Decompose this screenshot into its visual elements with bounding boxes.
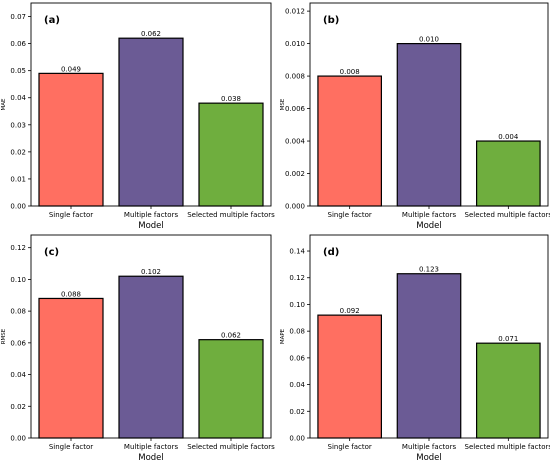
bar-multiple-factors — [118, 275, 184, 439]
y-axis-label: MAE — [1, 98, 7, 111]
panel-label: (a) — [44, 15, 60, 26]
axes-frame — [30, 2, 272, 207]
y-tick-label: 0.10 — [10, 276, 26, 284]
y-tick-label: 0.06 — [289, 354, 305, 362]
data-label: 0.038 — [221, 95, 241, 103]
bar-selected-multiple-factors — [198, 339, 264, 439]
axes-frame — [30, 234, 272, 439]
y-tick-label: 0.02 — [10, 148, 26, 156]
x-tick-label: Single factor — [328, 211, 372, 219]
bar-selected-multiple-factors — [476, 140, 541, 207]
panel-label: (b) — [323, 15, 339, 26]
bar-multiple-factors — [396, 273, 462, 439]
data-label: 0.049 — [61, 65, 81, 73]
data-label: 0.088 — [61, 290, 81, 298]
y-tick-label: 0.03 — [10, 121, 26, 129]
x-tick-label: Selected multiple factors — [465, 211, 550, 219]
x-tick-label: Selected multiple factors — [465, 443, 550, 451]
y-axis-label: MSE — [280, 98, 286, 110]
bar-single-factor — [317, 75, 382, 207]
y-tick-label: 0.07 — [10, 13, 26, 21]
chart-panel-3: 0.088 Single factor 0.102 Multiple factors 0… — [1, 234, 275, 462]
y-tick-label: 0.012 — [285, 8, 305, 16]
x-axis-label: Model — [138, 221, 164, 231]
y-tick-label: 0.02 — [10, 403, 26, 411]
y-tick-label: 0.06 — [10, 339, 26, 347]
bar-single-factor — [317, 314, 382, 439]
axes-frame — [309, 2, 549, 207]
bar-selected-multiple-factors — [476, 342, 541, 439]
x-tick-label: Single factor — [49, 443, 93, 451]
y-tick-label: 0.14 — [289, 248, 305, 256]
panel-label: (d) — [323, 247, 339, 258]
data-label: 0.008 — [340, 68, 360, 76]
x-tick-label: Single factor — [49, 211, 93, 219]
y-tick-label: 0.010 — [285, 40, 305, 48]
chart-panel-1: 0.049 Single factor 0.062 Multiple factors 0… — [1, 2, 275, 231]
y-tick-label: 0.10 — [289, 301, 305, 309]
data-label: 0.010 — [419, 36, 439, 44]
bar-single-factor — [38, 297, 104, 439]
y-tick-label: 0.12 — [10, 244, 26, 252]
y-tick-label: 0.12 — [289, 274, 305, 282]
x-tick-label: Multiple factors — [402, 211, 457, 219]
data-label: 0.062 — [221, 332, 241, 340]
panel-label: (c) — [44, 247, 59, 258]
y-tick-label: 0.04 — [10, 371, 26, 379]
chart-panel-2: 0.008 Single factor 0.010 Multiple factors 0… — [280, 2, 550, 231]
x-tick-label: Selected multiple factors — [187, 443, 275, 451]
x-tick-label: Single factor — [328, 443, 372, 451]
y-tick-label: 0.02 — [289, 408, 305, 416]
y-tick-label: 0.05 — [10, 67, 26, 75]
y-tick-label: 0.004 — [285, 138, 306, 146]
y-tick-label: 0.06 — [10, 40, 26, 48]
y-tick-label: 0.04 — [289, 381, 305, 389]
data-label: 0.004 — [498, 133, 519, 141]
data-label: 0.102 — [141, 268, 161, 276]
x-axis-label: Model — [138, 453, 164, 462]
x-tick-label: Multiple factors — [124, 211, 179, 219]
data-label: 0.062 — [141, 30, 161, 38]
bar-multiple-factors — [396, 42, 462, 207]
bar-selected-multiple-factors — [198, 102, 264, 207]
data-label: 0.123 — [419, 266, 439, 274]
y-axis-label: MAPE — [280, 328, 286, 344]
y-axis-label: RMSE — [1, 328, 7, 344]
x-tick-label: Selected multiple factors — [187, 211, 275, 219]
y-tick-label: 0.00 — [289, 435, 305, 443]
y-tick-label: 0.08 — [10, 308, 26, 316]
bar-multiple-factors — [118, 37, 184, 207]
axes-frame — [309, 234, 549, 439]
x-axis-label: Model — [416, 221, 442, 231]
y-tick-label: 0.00 — [10, 435, 26, 443]
bar-single-factor — [38, 72, 104, 207]
y-tick-label: 0.04 — [10, 94, 26, 102]
y-tick-label: 0.00 — [10, 203, 26, 211]
y-tick-label: 0.000 — [285, 203, 305, 211]
y-tick-label: 0.006 — [285, 105, 306, 113]
x-tick-label: Multiple factors — [124, 443, 179, 451]
chart-panel-4: 0.092 Single factor 0.123 Multiple factors 0… — [280, 234, 550, 462]
x-axis-label: Model — [416, 453, 442, 462]
data-label: 0.071 — [498, 335, 518, 343]
y-tick-label: 0.01 — [10, 175, 26, 183]
y-tick-label: 0.08 — [289, 328, 305, 336]
data-label: 0.092 — [340, 307, 360, 315]
x-tick-label: Multiple factors — [402, 443, 457, 451]
y-tick-label: 0.002 — [285, 170, 305, 178]
y-tick-label: 0.008 — [285, 73, 305, 81]
